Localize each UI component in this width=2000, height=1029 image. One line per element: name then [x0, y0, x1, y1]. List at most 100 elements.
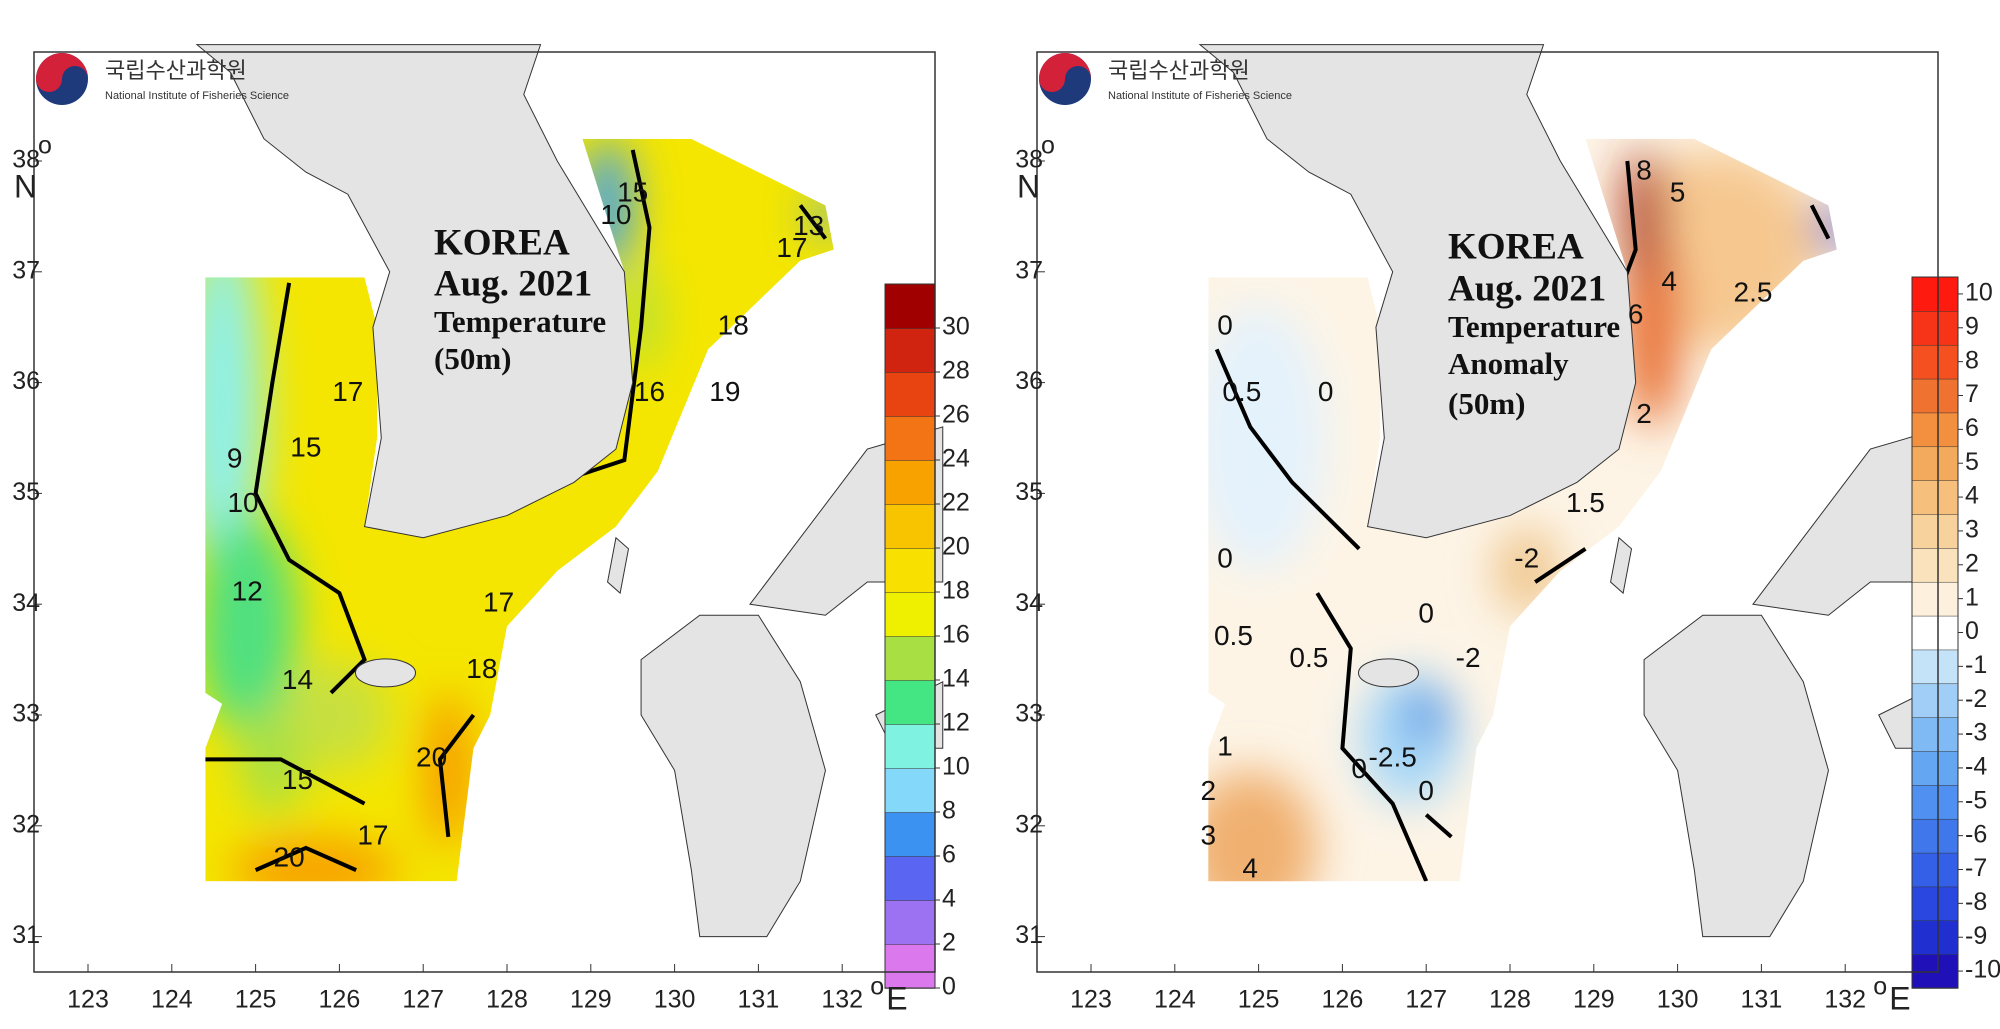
colorbar-bin [1911, 581, 1959, 617]
logo-english: National Institute of Fisheries Science [105, 90, 289, 102]
lat-label: 35 [1015, 478, 1043, 506]
logo-english: National Institute of Fisheries Science [1108, 90, 1292, 102]
lon-label: 124 [1154, 986, 1196, 1014]
map-title: Aug. 2021 [1448, 268, 1606, 309]
contour-label: 12 [232, 576, 263, 607]
field-blob [1405, 687, 1448, 743]
contour-label: -2 [1456, 642, 1481, 673]
colorbar-bin [884, 591, 936, 637]
colorbar-label: 22 [942, 489, 970, 517]
colorbar-bin [884, 371, 936, 417]
contour-label: 20 [416, 742, 447, 773]
colorbar-bin [884, 899, 936, 945]
colorbar-label: 4 [1965, 482, 1979, 510]
lat-label: 31 [12, 921, 40, 949]
field-blob [205, 515, 298, 738]
colorbar-bin [1911, 446, 1959, 481]
map-title: Anomaly [1448, 346, 1569, 381]
lon-unit: E [1889, 980, 1910, 1016]
lon-label: 128 [486, 986, 528, 1014]
logo-mark [36, 53, 88, 92]
lon-label: 129 [570, 986, 612, 1014]
lon-label: 131 [1741, 986, 1783, 1014]
colorbar-label: 16 [942, 621, 970, 649]
contour-label: 6 [1628, 299, 1644, 330]
colorbar-label: 1 [1965, 583, 1979, 611]
colorbar-label: 5 [1965, 448, 1979, 476]
field [1208, 138, 1837, 882]
colorbar-label: 10 [1965, 279, 1993, 307]
colorbar-label: 30 [942, 313, 970, 341]
lon-label: 132 [1824, 986, 1866, 1014]
land [1643, 614, 1829, 938]
colorbar-bin [1911, 683, 1959, 718]
contour-label: 1.5 [1566, 487, 1605, 518]
colorbar-label: 14 [942, 665, 970, 693]
colorbar-bin [884, 767, 936, 813]
lat-label: 34 [1015, 589, 1043, 617]
field [205, 138, 834, 882]
logo-mark [1039, 53, 1091, 92]
colorbar-label: 28 [942, 357, 970, 385]
lat-degree: o [38, 132, 52, 160]
colorbar-bin [1911, 310, 1959, 346]
map-title: KOREA [1448, 226, 1584, 267]
contour-label: 17 [357, 819, 388, 850]
contour-label: 2.5 [1734, 276, 1773, 307]
contour-label: 8 [1636, 154, 1652, 185]
logo-korean: 국립수산과학원 [1108, 58, 1250, 83]
contour-label: 0 [1217, 310, 1233, 341]
colorbar-bin [884, 415, 936, 461]
lat-label: 35 [12, 478, 40, 506]
field-blobs [205, 138, 834, 882]
contour-label: 20 [274, 841, 305, 872]
lon-label: 124 [151, 986, 193, 1014]
colorbar-label: 0 [1965, 617, 1979, 645]
lon-label: 125 [235, 986, 277, 1014]
lat-label: 34 [12, 589, 40, 617]
colorbar-label: 2 [942, 929, 956, 957]
lon-unit: E [886, 980, 907, 1016]
map-title: Temperature [434, 304, 606, 339]
colorbar-label: -10 [1965, 956, 2000, 984]
colorbar-bin [1911, 649, 1959, 685]
colorbar-bin [884, 503, 936, 549]
lat-label: 36 [12, 367, 40, 395]
contour-line [253, 282, 367, 695]
contour-label: -2.5 [1369, 742, 1417, 773]
map-title: Aug. 2021 [434, 263, 592, 304]
colorbar-label: -2 [1965, 685, 1987, 713]
colorbar-bin [884, 811, 936, 857]
colorbar-bin [1911, 412, 1959, 448]
contour-label: 0 [1217, 542, 1233, 573]
colorbar-label: 0 [942, 973, 956, 1001]
map-title: (50m) [1448, 386, 1525, 421]
contour-label: 0.5 [1222, 376, 1261, 407]
land [1357, 658, 1419, 688]
colorbar-label: 9 [1965, 312, 1979, 340]
colorbar-label: 8 [942, 797, 956, 825]
map-frame [33, 51, 936, 973]
colorbar-label: 2 [1965, 549, 1979, 577]
colorbar-label: -9 [1965, 922, 1987, 950]
contour-label: 18 [466, 653, 497, 684]
lat-label: 36 [1015, 367, 1043, 395]
field-blob [1208, 770, 1318, 882]
lon-degree: o [870, 973, 884, 1001]
contour-label: 9 [227, 443, 243, 474]
contour-label: 13 [793, 210, 824, 241]
contour-line [556, 149, 652, 485]
colorbar-label: -1 [1965, 651, 1987, 679]
land [640, 614, 826, 938]
lat-label: 31 [1015, 921, 1043, 949]
contour-line [254, 845, 357, 872]
contour-label: 2 [1201, 775, 1217, 806]
lon-label: 128 [1489, 986, 1531, 1014]
colorbar-bin [1911, 784, 1959, 820]
colorbar-bin [1911, 920, 1959, 955]
contour-line [1534, 547, 1587, 584]
lat-label: 38 [1015, 146, 1043, 174]
